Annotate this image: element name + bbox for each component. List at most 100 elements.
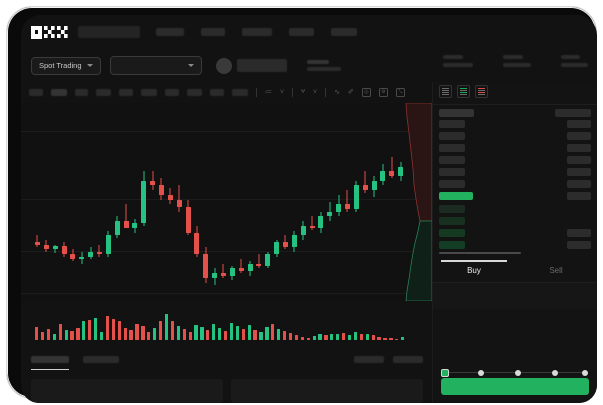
orders-tab-1[interactable]	[83, 356, 119, 363]
candle	[114, 103, 120, 301]
orderbook-bid-row[interactable]	[439, 205, 591, 213]
orderbook-header-row[interactable]	[439, 109, 591, 117]
place-order-button[interactable]	[441, 378, 589, 395]
orders-tab-0[interactable]	[31, 356, 69, 363]
amount-percent-slider[interactable]	[441, 368, 589, 378]
timeframe-button-5[interactable]	[141, 88, 157, 96]
orderbook-ask-row[interactable]	[439, 144, 591, 152]
candle-body	[283, 242, 288, 248]
okx-logo-icon[interactable]	[31, 25, 68, 39]
search-input[interactable]	[78, 26, 140, 38]
slider-step-1[interactable]	[478, 369, 484, 376]
candle	[274, 103, 280, 301]
nav-item-3[interactable]	[289, 28, 314, 36]
slider-step-0[interactable]	[441, 368, 449, 377]
volume-bar	[223, 330, 228, 340]
candle-body	[229, 268, 235, 276]
line-chart-icon[interactable]: ∿	[334, 89, 341, 96]
candlestick-chart[interactable]	[21, 103, 432, 301]
candle	[389, 103, 395, 301]
nav-item-0[interactable]	[156, 28, 184, 36]
orderbook-ask-row[interactable]	[439, 168, 591, 176]
settings-gear-icon[interactable]: ⚙	[378, 87, 388, 97]
candle	[176, 103, 182, 301]
tab-sell[interactable]: Sell	[549, 266, 563, 275]
candle-body	[35, 242, 40, 245]
volume-bar	[377, 337, 381, 340]
orders-panel-0[interactable]	[31, 379, 223, 403]
orderbook-rows[interactable]	[433, 107, 597, 249]
tab-buy[interactable]: Buy	[433, 260, 515, 280]
timeframe-button-1[interactable]	[51, 88, 67, 96]
volume-bar	[105, 315, 110, 340]
candle	[141, 103, 147, 301]
orderbook-trade-panel: Buy Sell	[432, 82, 597, 403]
pencil-icon[interactable]: ✐	[348, 89, 354, 96]
nav-item-4[interactable]	[331, 28, 357, 36]
volume-bar	[389, 338, 393, 340]
fullscreen-icon[interactable]: ⤡	[395, 87, 405, 97]
orderbook-ask-row[interactable]	[439, 156, 591, 164]
orders-action-0[interactable]	[354, 356, 384, 363]
toolbar-divider	[292, 87, 294, 97]
orderbook-ask-row[interactable]	[439, 180, 591, 188]
timeframe-button-7[interactable]	[187, 88, 202, 96]
orderbook-bid-row[interactable]	[439, 241, 591, 249]
pair-select-dropdown[interactable]	[109, 56, 202, 75]
candle	[353, 103, 359, 301]
volume-bar	[294, 335, 299, 340]
candle-wick	[152, 171, 154, 191]
candle-wick	[391, 157, 393, 179]
slider-step-2[interactable]	[515, 369, 521, 376]
volume-bar	[159, 321, 163, 340]
market-type-dropdown[interactable]: Spot Trading	[31, 56, 101, 75]
nav-item-2[interactable]	[242, 28, 272, 36]
orderbook-spread-row[interactable]	[439, 192, 591, 200]
orderbook-scrollbar[interactable]	[439, 252, 521, 254]
nav-item-1[interactable]	[201, 28, 225, 36]
orderbook-mode-both-icon[interactable]	[439, 85, 452, 98]
orders-action-1[interactable]	[393, 356, 423, 363]
volume-bar	[306, 338, 310, 340]
chart-type-chevron-icon[interactable]: ˅	[313, 88, 318, 96]
orderbook-bid-row[interactable]	[439, 217, 591, 225]
indicators-chevron-icon[interactable]: ˅	[280, 88, 285, 96]
candle	[327, 103, 333, 301]
camera-icon[interactable]: ◎	[361, 87, 371, 97]
timeframe-button-3[interactable]	[96, 88, 111, 96]
slider-step-3[interactable]	[552, 369, 558, 376]
trade-side-tabs: Buy Sell	[433, 260, 597, 280]
orderbook-ask-row[interactable]	[439, 132, 591, 140]
indicators-icon[interactable]: ≔	[265, 89, 272, 96]
chevron-down-icon	[187, 64, 194, 67]
volume-bar	[135, 324, 139, 340]
timeframe-button-9[interactable]	[232, 88, 248, 96]
volume-bar	[383, 338, 387, 340]
volume-bar	[395, 338, 399, 340]
orderbook-ask-row[interactable]	[439, 120, 591, 128]
orderbook-bid-row[interactable]	[439, 229, 591, 237]
timeframe-button-8[interactable]	[210, 88, 224, 96]
volume-bar	[76, 327, 80, 340]
timeframe-button-2[interactable]	[75, 88, 88, 96]
candle-wick	[329, 202, 331, 221]
orders-panel-1[interactable]	[231, 379, 423, 403]
timeframe-button-6[interactable]	[165, 88, 179, 96]
timeframe-button-4[interactable]	[119, 88, 133, 96]
candle	[159, 103, 164, 301]
timeframe-button-0[interactable]	[29, 88, 43, 96]
volume-bar	[182, 328, 186, 340]
candle	[70, 103, 76, 301]
volume-bar	[111, 318, 115, 340]
orderbook-price-cell	[439, 156, 465, 164]
slider-step-4[interactable]	[582, 369, 588, 376]
volume-bar	[300, 337, 304, 340]
chart-type-icon[interactable]: ⩝	[301, 88, 306, 95]
candle-body	[238, 268, 244, 271]
market-stat-2-label	[561, 55, 580, 59]
order-field-2[interactable]	[433, 282, 597, 309]
orderbook-mode-bids-icon[interactable]	[457, 85, 470, 98]
orderbook-mode-asks-icon[interactable]	[475, 85, 488, 98]
candle-body	[389, 171, 395, 176]
